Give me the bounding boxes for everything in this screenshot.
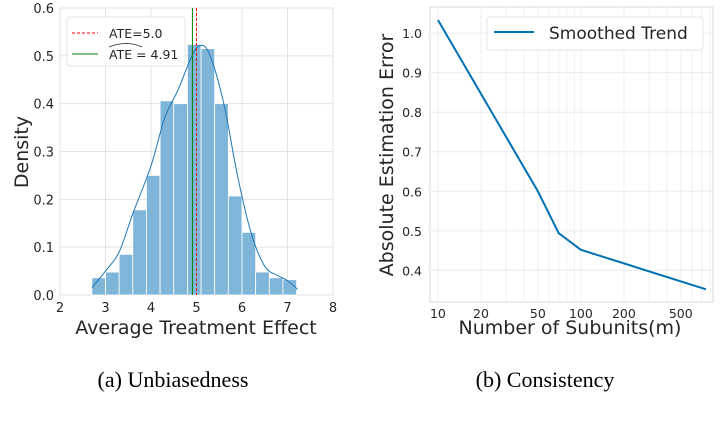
- y-tick-label: 0.4: [402, 263, 422, 278]
- x-tick-label: 50: [530, 306, 546, 321]
- y-tick-label: 0.4: [33, 98, 54, 113]
- y-tick-label: 0.1: [33, 241, 54, 256]
- x-tick-label: 500: [669, 306, 693, 321]
- x-tick-label: 20: [473, 306, 489, 321]
- legend: ATE=5.0 ATE = 4.91: [66, 16, 186, 67]
- x-tick-label: 8: [329, 301, 337, 316]
- x-tick-label: 2: [56, 301, 64, 316]
- histogram-bar: [186, 43, 202, 296]
- histogram-bar: [173, 103, 188, 296]
- x-tick-label: 3: [101, 301, 109, 316]
- legend-label-ate: ATE=5.0: [109, 26, 163, 41]
- plot-area: [429, 6, 714, 303]
- histogram-bar: [118, 253, 134, 296]
- x-tick-label: 7: [283, 301, 291, 316]
- smoothed-trend-line: [437, 19, 707, 291]
- y-tick-label: 0.7: [402, 145, 422, 160]
- histogram-bar: [146, 175, 161, 296]
- histogram-bar: [214, 103, 229, 296]
- histogram-bar: [227, 195, 243, 296]
- x-tick-label: 200: [612, 306, 636, 321]
- x-axis-label: Average Treatment Effect: [75, 317, 316, 339]
- y-tick-label: 1.0: [402, 26, 422, 41]
- kde-curve: [91, 44, 298, 290]
- histogram-bar: [255, 271, 270, 296]
- y-tick-label: 0.3: [33, 146, 54, 161]
- legend: Smoothed Trend: [486, 16, 704, 51]
- y-tick-label: 0.0: [33, 289, 54, 304]
- y-tick-label: 0.5: [402, 224, 422, 239]
- histogram-bar: [268, 277, 284, 296]
- histogram-bar: [241, 231, 257, 296]
- line-panel: 10 20 50 100 200 500 0.4 0.5 0.6 0.7 0.8 0.9 1.0 Smo…: [376, 6, 714, 392]
- y-tick-label: 0.8: [402, 105, 422, 120]
- x-tick-label: 6: [238, 301, 246, 316]
- y-tick-label: 0.2: [33, 193, 54, 208]
- y-axis-label: Density: [11, 116, 33, 188]
- y-tick-label: 0.6: [402, 184, 422, 199]
- histogram-panel: 2 3 4 5 6 7 8 0.0 0.1 0.2 0.3 0.4 0.5 0.6 ATE=5.0 ATE…: [11, 2, 337, 392]
- y-tick-label: 0.6: [33, 2, 54, 17]
- y-tick-label: 0.9: [402, 66, 422, 81]
- histogram-bar: [132, 209, 147, 296]
- legend-label-trend: Smoothed Trend: [549, 24, 688, 44]
- caption-b: (b) Consistency: [476, 367, 615, 392]
- y-axis-label: Absolute Estimation Error: [376, 34, 398, 277]
- x-tick-label: 100: [569, 306, 593, 321]
- legend-label-ate-hat: ATE = 4.91: [109, 47, 178, 62]
- x-axis-label: Number of Subunits(m): [459, 317, 682, 339]
- x-tick-label: 5: [192, 301, 200, 316]
- histogram-bar: [105, 271, 120, 296]
- histogram-bar: [282, 279, 298, 296]
- histogram-bar: [200, 48, 216, 296]
- hat-accent: [108, 43, 143, 48]
- histogram-bar: [159, 100, 175, 296]
- x-tick-label: 4: [147, 301, 155, 316]
- y-tick-label: 0.5: [33, 50, 54, 65]
- x-tick-label: 10: [430, 306, 446, 321]
- caption-a: (a) Unbiasedness: [98, 367, 249, 392]
